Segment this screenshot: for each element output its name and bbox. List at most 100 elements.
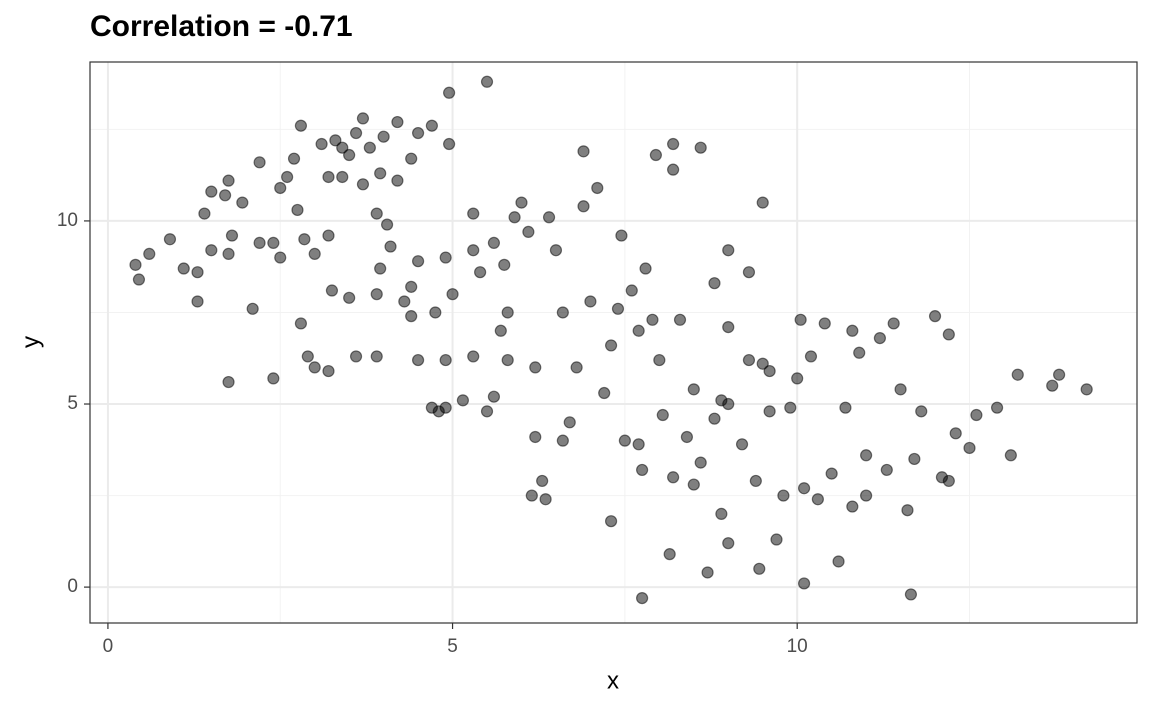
point — [411, 353, 425, 367]
point — [467, 207, 480, 220]
point — [839, 401, 852, 414]
point — [411, 255, 425, 268]
point — [908, 452, 921, 466]
point — [253, 236, 266, 249]
point — [325, 284, 339, 297]
point — [205, 244, 218, 257]
point — [336, 170, 349, 184]
point — [598, 386, 611, 400]
point — [129, 258, 142, 271]
point — [218, 189, 232, 202]
point — [639, 262, 652, 275]
point — [487, 236, 501, 249]
point — [604, 339, 618, 352]
point — [222, 375, 235, 389]
point — [363, 141, 376, 154]
point — [860, 489, 873, 502]
point — [618, 434, 631, 447]
y-tick-label: 5 — [67, 393, 78, 414]
point — [894, 383, 907, 396]
point — [763, 364, 776, 378]
point — [846, 500, 859, 513]
point — [1046, 379, 1059, 392]
point — [880, 463, 893, 477]
point — [411, 126, 425, 140]
y-tick-label: 0 — [67, 576, 78, 597]
point — [791, 372, 804, 385]
point — [715, 507, 728, 520]
point — [542, 211, 556, 224]
point — [349, 350, 363, 363]
x-tick-label: 10 — [787, 636, 808, 657]
point — [963, 441, 976, 455]
point — [687, 383, 700, 396]
point — [308, 361, 321, 374]
point — [349, 126, 363, 140]
point — [374, 262, 387, 275]
point — [236, 196, 249, 209]
point — [853, 346, 866, 359]
plot-border — [89, 61, 1138, 624]
point — [604, 515, 618, 528]
point — [287, 152, 301, 165]
point — [632, 324, 645, 337]
point — [425, 119, 438, 132]
point — [990, 401, 1004, 414]
point — [649, 148, 662, 162]
point — [970, 408, 983, 422]
point — [722, 321, 735, 334]
point — [467, 350, 480, 363]
point — [498, 258, 511, 271]
point — [343, 148, 356, 162]
point — [673, 313, 687, 326]
point — [825, 467, 838, 480]
point — [198, 207, 211, 220]
point — [443, 86, 456, 99]
point — [384, 240, 397, 253]
point — [667, 163, 680, 176]
point — [456, 394, 469, 407]
point — [756, 357, 769, 370]
point — [615, 229, 628, 242]
point — [549, 244, 563, 257]
point — [443, 137, 456, 151]
point — [391, 115, 404, 129]
point — [915, 405, 928, 418]
point — [804, 350, 818, 363]
point — [529, 430, 542, 444]
point — [291, 203, 304, 217]
point — [663, 548, 676, 561]
point — [749, 474, 762, 488]
x-tick-label: 0 — [103, 636, 114, 657]
point — [205, 185, 218, 198]
chart-title: Correlation = -0.71 — [90, 10, 353, 43]
point — [636, 591, 649, 605]
point — [536, 474, 549, 488]
point — [904, 588, 918, 601]
point — [646, 313, 659, 326]
point — [742, 266, 756, 279]
point — [480, 75, 494, 88]
point — [487, 390, 501, 403]
point — [860, 449, 873, 462]
point — [529, 361, 542, 374]
point — [687, 478, 700, 491]
point — [722, 244, 735, 257]
point — [756, 196, 769, 209]
point — [501, 306, 514, 319]
point — [625, 284, 638, 297]
point — [356, 112, 370, 125]
point — [308, 247, 321, 260]
point — [1011, 368, 1024, 381]
point — [797, 482, 811, 495]
point — [225, 229, 239, 242]
point — [405, 152, 418, 165]
point — [281, 170, 294, 184]
point — [632, 438, 645, 451]
point — [811, 493, 824, 506]
point — [901, 504, 914, 517]
point — [343, 291, 356, 304]
point — [294, 317, 308, 330]
point — [301, 350, 314, 363]
